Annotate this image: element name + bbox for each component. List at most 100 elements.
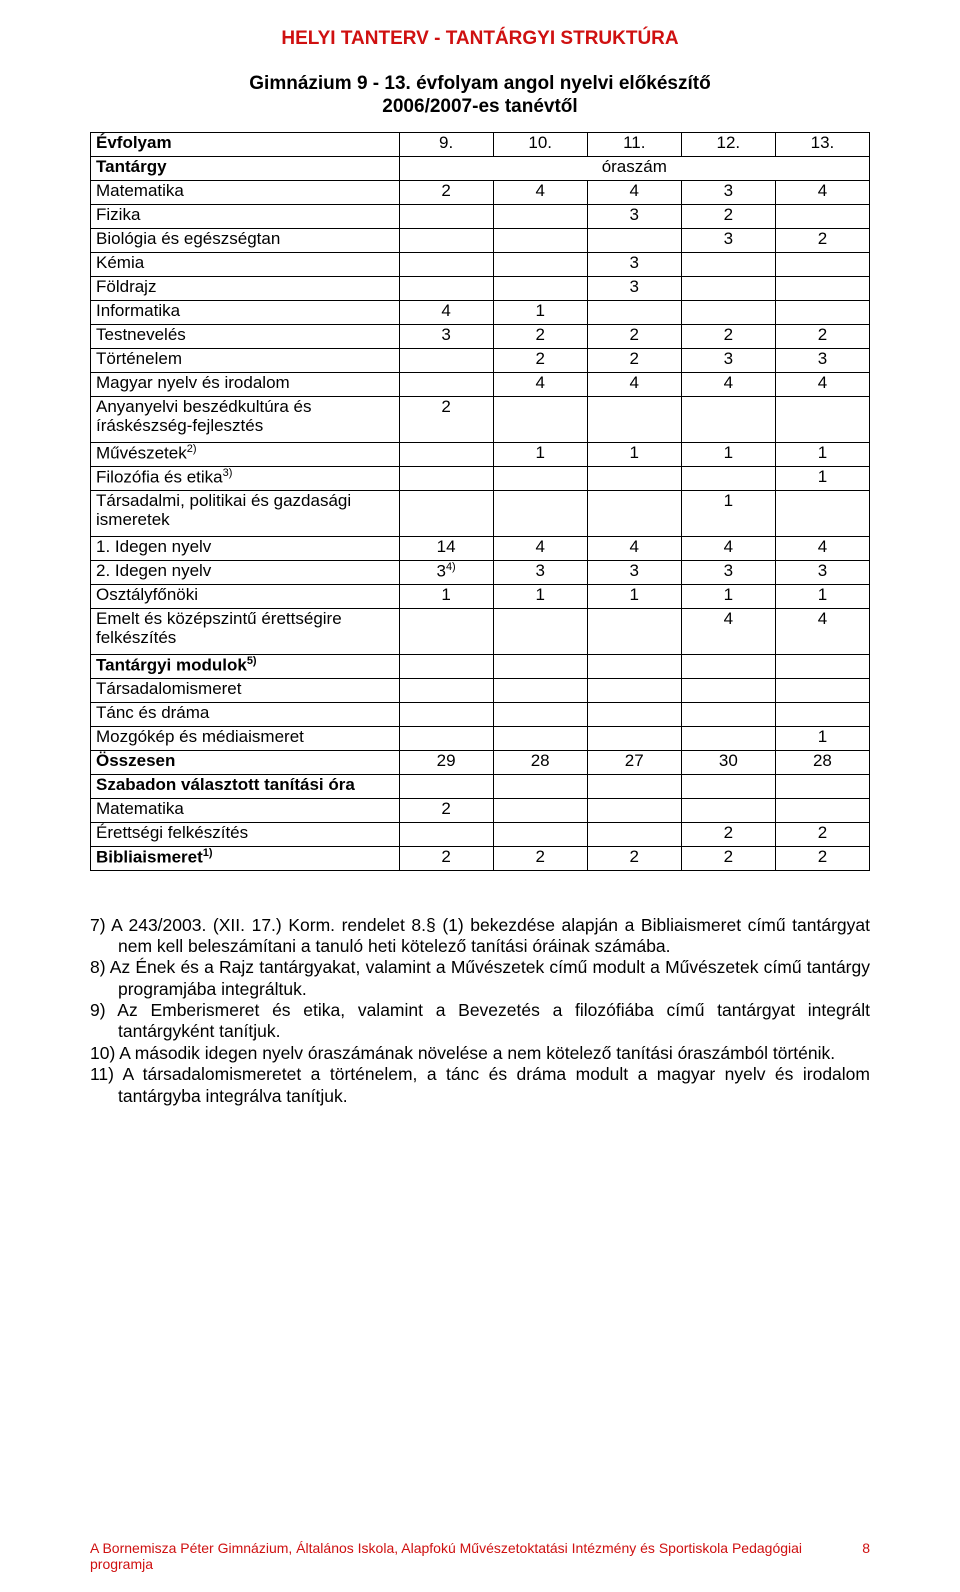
cell bbox=[493, 822, 587, 846]
cell: 1 bbox=[681, 584, 775, 608]
table-row: Matematika24434 bbox=[91, 180, 870, 204]
cell bbox=[399, 372, 493, 396]
cell bbox=[681, 798, 775, 822]
cell: 3 bbox=[399, 324, 493, 348]
cell: 3 bbox=[681, 180, 775, 204]
cell bbox=[493, 490, 587, 536]
cell bbox=[775, 798, 869, 822]
cell-label: 1. Idegen nyelv bbox=[91, 536, 400, 560]
page-footer: A Bornemisza Péter Gimnázium, Általános … bbox=[90, 1540, 870, 1572]
cell: 4 bbox=[775, 372, 869, 396]
cell: 4 bbox=[587, 180, 681, 204]
table-row: Filozófia és etika3)1 bbox=[91, 466, 870, 490]
cell: 1 bbox=[587, 442, 681, 466]
cell bbox=[587, 608, 681, 654]
table-row: 1. Idegen nyelv144444 bbox=[91, 536, 870, 560]
footnote-9: 9) Az Emberismeret és etika, valamint a … bbox=[90, 1000, 870, 1043]
cell bbox=[399, 726, 493, 750]
cell bbox=[681, 252, 775, 276]
cell: 1 bbox=[775, 726, 869, 750]
cell-label: Történelem bbox=[91, 348, 400, 372]
cell: 2 bbox=[587, 324, 681, 348]
cell-label: 2. Idegen nyelv bbox=[91, 560, 400, 584]
cell: 1 bbox=[493, 300, 587, 324]
cell bbox=[587, 490, 681, 536]
cell: 1 bbox=[493, 442, 587, 466]
cell bbox=[399, 822, 493, 846]
cell: 2 bbox=[493, 348, 587, 372]
cell: 4 bbox=[587, 372, 681, 396]
cell: 4 bbox=[775, 180, 869, 204]
cell bbox=[399, 608, 493, 654]
header-col-4: 12. bbox=[681, 132, 775, 156]
table-row: Mozgókép és médiaismeret1 bbox=[91, 726, 870, 750]
footer-page-number: 8 bbox=[862, 1540, 870, 1572]
cell: 2 bbox=[775, 228, 869, 252]
table-row: Magyar nyelv és irodalom4444 bbox=[91, 372, 870, 396]
val-sup: 4) bbox=[446, 561, 456, 573]
cell: 4 bbox=[399, 300, 493, 324]
cell-label: Emelt és középszintű érettségire felkész… bbox=[91, 608, 400, 654]
cell-label: Osztályfőnöki bbox=[91, 584, 400, 608]
cell: 27 bbox=[587, 750, 681, 774]
table-row: Emelt és középszintű érettségire felkész… bbox=[91, 608, 870, 654]
tantargy-label: Tantárgy bbox=[91, 156, 400, 180]
cell bbox=[493, 204, 587, 228]
cell bbox=[775, 300, 869, 324]
cell: 14 bbox=[399, 536, 493, 560]
table-row: Anyanyelvi beszédkultúra és íráskészség-… bbox=[91, 396, 870, 442]
cell: 4 bbox=[493, 180, 587, 204]
cell bbox=[587, 228, 681, 252]
cell: 2 bbox=[587, 348, 681, 372]
cell bbox=[681, 774, 775, 798]
cell bbox=[493, 798, 587, 822]
table-row: Fizika32 bbox=[91, 204, 870, 228]
table-row: Társadalmi, politikai és gazdasági ismer… bbox=[91, 490, 870, 536]
cell: 1 bbox=[399, 584, 493, 608]
table-row: Szabadon választott tanítási óra bbox=[91, 774, 870, 798]
table-row: Tantárgyi modulok5) bbox=[91, 654, 870, 678]
cell: 2 bbox=[399, 798, 493, 822]
cell: 3 bbox=[681, 560, 775, 584]
cell-label: Összesen bbox=[91, 750, 400, 774]
cell bbox=[681, 466, 775, 490]
cell bbox=[775, 702, 869, 726]
cell bbox=[681, 276, 775, 300]
table-row: Összesen2928273028 bbox=[91, 750, 870, 774]
cell: 2 bbox=[587, 846, 681, 870]
cell: 2 bbox=[399, 396, 493, 442]
cell bbox=[493, 678, 587, 702]
cell: 1 bbox=[775, 466, 869, 490]
cell: 4 bbox=[493, 536, 587, 560]
header-col-3: 11. bbox=[587, 132, 681, 156]
cell-label: Biológia és egészségtan bbox=[91, 228, 400, 252]
cell-label: Társadalmi, politikai és gazdasági ismer… bbox=[91, 490, 400, 536]
cell bbox=[587, 396, 681, 442]
cell: 1 bbox=[681, 442, 775, 466]
cell: 2 bbox=[681, 846, 775, 870]
footnote-7: 7) A 243/2003. (XII. 17.) Korm. rendelet… bbox=[90, 915, 870, 958]
cell-label: Matematika bbox=[91, 798, 400, 822]
cell bbox=[493, 726, 587, 750]
cell: 1 bbox=[775, 584, 869, 608]
val-text: 3 bbox=[436, 561, 445, 580]
cell: 2 bbox=[775, 324, 869, 348]
cell-label: Anyanyelvi beszédkultúra és íráskészség-… bbox=[91, 396, 400, 442]
cell bbox=[493, 608, 587, 654]
subtitle-line-1: Gimnázium 9 - 13. évfolyam angol nyelvi … bbox=[90, 72, 870, 96]
cell bbox=[775, 678, 869, 702]
footnote-8: 8) Az Ének és a Rajz tantárgyakat, valam… bbox=[90, 957, 870, 1000]
header-col-1: 9. bbox=[399, 132, 493, 156]
cell bbox=[587, 466, 681, 490]
label-sup: 3) bbox=[223, 467, 233, 479]
curriculum-table: Évfolyam 9. 10. 11. 12. 13. Tantárgy óra… bbox=[90, 132, 870, 871]
table-row: Érettségi felkészítés22 bbox=[91, 822, 870, 846]
cell: 3 bbox=[587, 252, 681, 276]
cell-label: Matematika bbox=[91, 180, 400, 204]
cell: 29 bbox=[399, 750, 493, 774]
cell bbox=[399, 204, 493, 228]
cell-label: Érettségi felkészítés bbox=[91, 822, 400, 846]
table-row: Osztályfőnöki11111 bbox=[91, 584, 870, 608]
cell: 34) bbox=[399, 560, 493, 584]
cell: 4 bbox=[681, 608, 775, 654]
